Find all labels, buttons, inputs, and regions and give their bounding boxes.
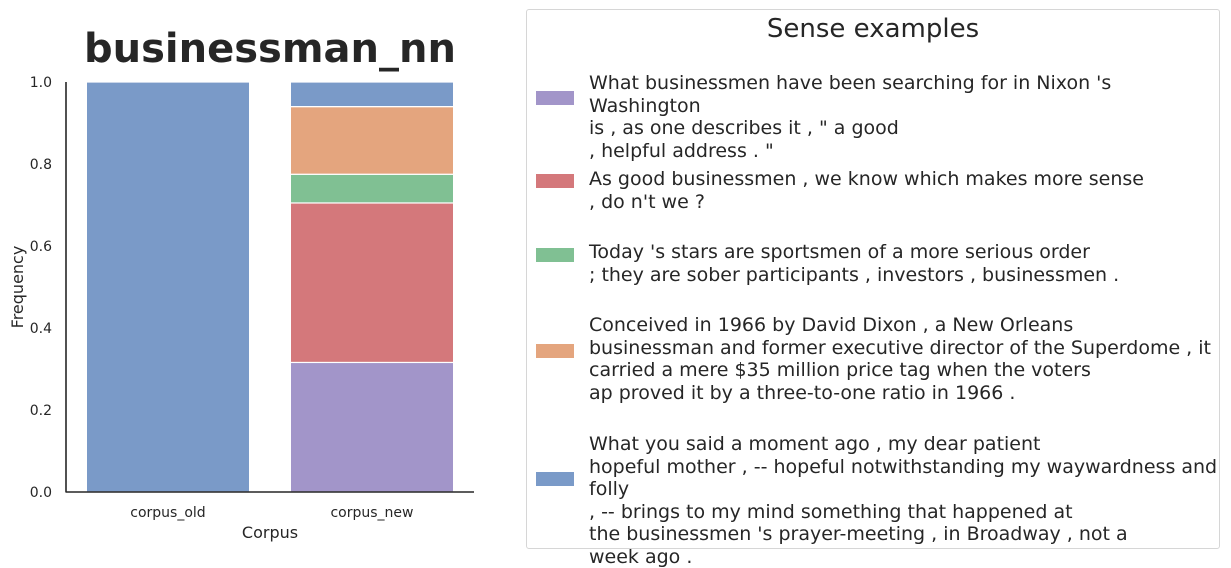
legend-text: What businessmen have been searching for… <box>589 72 1112 162</box>
legend-swatch <box>536 344 574 358</box>
legend-swatch <box>536 91 574 105</box>
y-axis-label: Frequency <box>8 246 27 329</box>
bar-segment <box>85 81 251 493</box>
y-tick-label: 1.0 <box>30 75 52 91</box>
y-tick-label: 0.4 <box>30 321 52 337</box>
bar-segment <box>289 81 455 108</box>
chart-title: businessman_nn <box>84 26 456 72</box>
x-tick-label: corpus_old <box>130 505 205 521</box>
x-axis-label: Corpus <box>242 523 298 542</box>
bar-segment <box>289 202 455 364</box>
bar-segment <box>289 105 455 175</box>
x-tick-label: corpus_new <box>330 505 413 521</box>
bar-chart: corpus_old corpus_new 0.0 0.2 0.4 0.6 0.8 1.0 Co… <box>8 75 474 542</box>
y-tick-label: 0.2 <box>30 403 52 419</box>
y-tick-label: 0.8 <box>30 157 52 173</box>
bar-segment <box>289 173 455 204</box>
legend-swatch <box>536 174 574 188</box>
y-tick-label: 0.0 <box>30 485 52 501</box>
legend-swatch <box>536 472 574 486</box>
legend: Sense examples What businessmen have bee… <box>526 9 1220 568</box>
legend-text: Today 's stars are sportsmen of a more s… <box>589 241 1120 286</box>
y-tick-label: 0.6 <box>30 239 52 255</box>
legend-title: Sense examples <box>766 14 980 44</box>
legend-text: As good businessmen , we know which make… <box>589 168 1144 213</box>
legend-text: What you said a moment ago , my dear pat… <box>589 433 1218 568</box>
bar-segment <box>289 361 455 493</box>
legend-text: Conceived in 1966 by David Dixon , a New… <box>589 314 1211 404</box>
legend-swatch <box>536 248 574 262</box>
